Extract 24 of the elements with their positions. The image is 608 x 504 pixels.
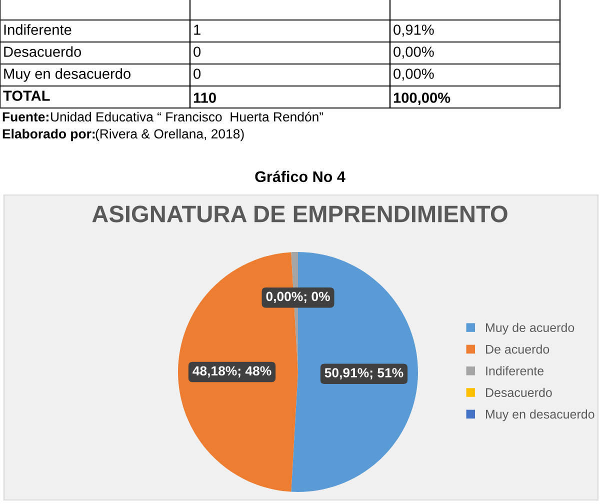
text: Elaborado por:(Rivera & Orellana, 2018) xyxy=(2,128,244,142)
data-label: 50,91%; 51% xyxy=(324,368,404,380)
data-label: 48,18%; 48% xyxy=(192,366,272,378)
text: Desacuerdo xyxy=(4,46,82,57)
text: 0 xyxy=(194,68,201,79)
chart-title: ASIGNATURA DE EMPRENDIMIENTO xyxy=(92,206,508,222)
text: 0,00% xyxy=(394,68,434,81)
text: 0,00% xyxy=(394,46,434,59)
legend-label: Muy de acuerdo xyxy=(486,322,574,335)
text: 100,00% xyxy=(394,92,450,106)
legend-label: Muy en desacuerdo xyxy=(486,409,594,422)
text: 0,91% xyxy=(394,24,434,37)
text: Muy en desacuerdo xyxy=(4,68,130,82)
text: Indiferente xyxy=(4,24,72,35)
text: 110 xyxy=(194,92,216,103)
text: 0 xyxy=(194,46,201,57)
legend-label: De acuerdo xyxy=(486,344,550,354)
text: 0,00%; 0% xyxy=(266,292,330,304)
legend-label: Desacuerdo xyxy=(486,388,552,398)
text: Gráfico No 4 xyxy=(255,170,346,182)
text: 1 xyxy=(194,24,200,35)
text: TOTAL xyxy=(3,90,50,101)
source-note: Fuente: Unidad Educativa “ Francisco Huerta Rendón” xyxy=(2,112,324,122)
legend-label: Indiferente xyxy=(486,366,544,376)
